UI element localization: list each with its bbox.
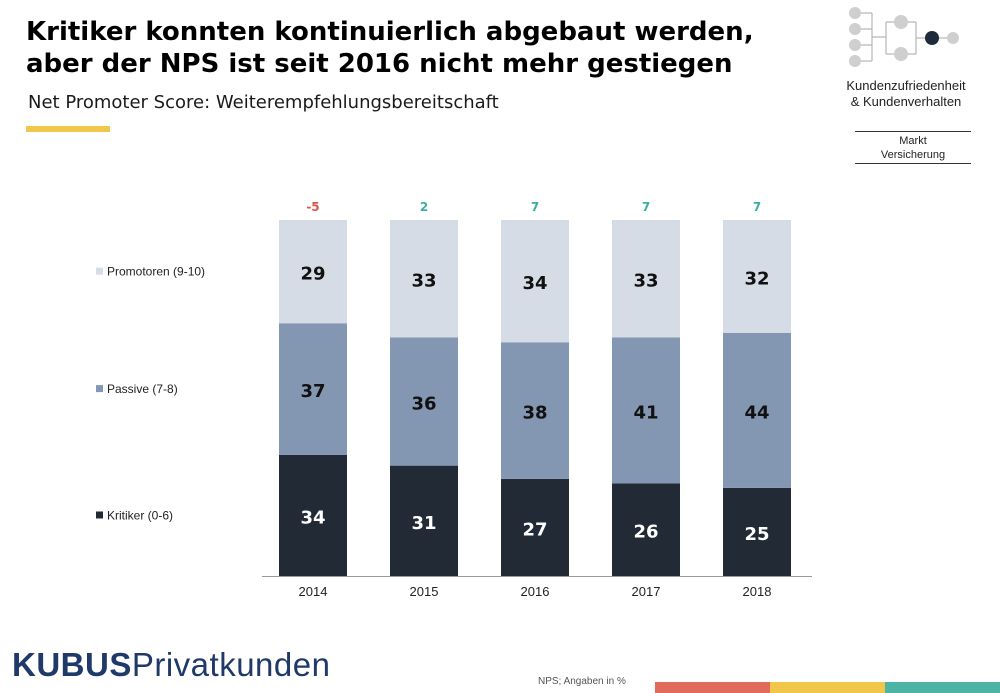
data-label-kritiker-2014: 34 [300, 507, 325, 528]
bar-passive-2016 [501, 342, 569, 479]
data-label-passive-2016: 38 [522, 403, 547, 424]
segment-line-2: Versicherung [880, 149, 946, 161]
data-label-promotoren-2014: 29 [300, 264, 325, 285]
bar-kritiker-2018 [723, 487, 791, 576]
bar-passive-2015 [390, 337, 458, 466]
x-tick-label-2018: 2018 [743, 584, 772, 599]
title-line-2: aber der NPS ist seit 2016 nicht mehr ge… [26, 49, 733, 79]
kubus-logo-bold: KUBUS [12, 646, 132, 683]
data-label-passive-2015: 36 [411, 394, 436, 415]
kubus-logo: KUBUSPrivatkunden [12, 645, 330, 685]
data-label-promotoren-2018: 32 [744, 268, 769, 289]
data-label-promotoren-2015: 33 [411, 271, 436, 292]
network-icon [849, 7, 959, 67]
legend-label-passive: Passive (7-8) [107, 382, 178, 396]
bar-promotoren-2015 [390, 220, 458, 338]
data-label-passive-2014: 37 [300, 381, 325, 402]
chart-subtitle: Net Promoter Score: Weiterempfehlungsber… [28, 92, 499, 113]
bar-passive-2017 [612, 337, 680, 484]
bar-passive-2014 [279, 323, 347, 455]
bar-kritiker-2016 [501, 478, 569, 576]
data-label-kritiker-2016: 27 [522, 519, 547, 540]
footer-strip-yellow [770, 682, 885, 693]
data-label-passive-2017: 41 [633, 402, 658, 423]
bar-promotoren-2017 [612, 220, 680, 338]
bar-promotoren-2016 [501, 220, 569, 343]
x-tick-label-2016: 2016 [521, 584, 550, 599]
nps-label-2016: 7 [531, 200, 539, 214]
legend-label-kritiker: Kritiker (0-6) [107, 508, 173, 522]
segment-line-1: Markt [899, 135, 927, 147]
x-tick-label-2014: 2014 [299, 584, 328, 599]
source-note: NPS; Angaben in % [538, 676, 626, 687]
logo-line-1: Kundenzufriedenheit [846, 78, 966, 93]
segment-label: Markt Versicherung [855, 131, 971, 164]
accent-bar [26, 126, 110, 132]
data-label-kritiker-2018: 25 [744, 524, 769, 545]
data-label-promotoren-2017: 33 [633, 271, 658, 292]
x-tick-label-2015: 2015 [410, 584, 439, 599]
footer-strip-teal [885, 682, 1000, 693]
kubus-logo-regular: Privatkunden [131, 646, 331, 683]
bar-promotoren-2018 [723, 220, 791, 333]
bar-kritiker-2017 [612, 483, 680, 576]
legend-swatch-promotoren [96, 267, 103, 275]
bar-kritiker-2015 [390, 465, 458, 576]
nps-label-2015: 2 [420, 200, 428, 214]
data-label-kritiker-2017: 26 [633, 522, 658, 543]
x-tick-label-2017: 2017 [632, 584, 661, 599]
footer-strip-red [655, 682, 770, 693]
legend-label-promotoren: Promotoren (9-10) [107, 265, 205, 279]
bar-kritiker-2014 [279, 454, 347, 576]
logo-text: Kundenzufriedenheit & Kundenverhalten [838, 78, 974, 110]
logo-line-2: & Kundenverhalten [850, 94, 962, 109]
nps-label-2017: 7 [642, 200, 650, 214]
bar-passive-2018 [723, 332, 791, 488]
legend-swatch-kritiker [96, 511, 103, 519]
title-line-1: Kritiker konnten kontinuierlich abgebaut… [26, 17, 754, 47]
bar-promotoren-2014 [279, 220, 347, 324]
nps-label-2018: 7 [753, 200, 761, 214]
legend-swatch-passive [96, 385, 103, 393]
data-label-passive-2018: 44 [744, 402, 769, 423]
data-label-kritiker-2015: 31 [411, 513, 436, 534]
nps-label-2014: -5 [306, 200, 319, 214]
page-title: Kritiker konnten kontinuierlich abgebaut… [26, 16, 806, 80]
data-label-promotoren-2016: 34 [522, 273, 547, 294]
